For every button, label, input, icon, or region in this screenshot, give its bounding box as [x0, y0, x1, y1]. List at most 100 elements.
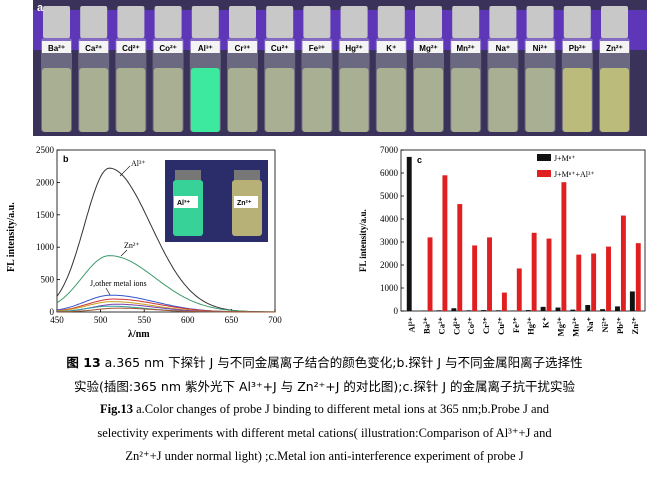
vial-label: Mn²⁺	[456, 44, 474, 53]
vial: Cu²⁺	[264, 6, 296, 132]
panel-b-chart: b 450 500 550 600 650 700 0 500 1000 1500 2000 250…	[0, 142, 290, 342]
vial-cap	[415, 6, 442, 38]
inset-cap-left	[175, 170, 201, 180]
vial-cap	[191, 6, 219, 38]
zn-arrow	[120, 249, 128, 257]
y-tick-label: 0	[50, 307, 55, 317]
legend-label-1: J+Mⁿ⁺	[554, 154, 575, 163]
bar	[481, 310, 487, 311]
y-axis-label: FL intensity/a.u.	[6, 202, 17, 272]
vial: Co²⁺	[152, 6, 184, 132]
legend: J+Mⁿ⁺ J+Mⁿ⁺+Al³⁺	[537, 154, 595, 179]
vial-solution	[376, 68, 406, 132]
caption-en-line3: Zn²⁺+J under normal light) ;c.Metal ion …	[125, 449, 524, 463]
bar	[615, 306, 620, 311]
bar-category-label: Mn²⁺	[570, 316, 580, 336]
vial-label: Co²⁺	[159, 44, 177, 53]
bar	[620, 215, 626, 311]
vial-tag	[339, 41, 369, 53]
bar-category-label: Na⁺	[585, 316, 595, 331]
bar	[406, 156, 412, 311]
vial-cap	[43, 6, 70, 38]
bar-y-tick-label: 0	[394, 306, 399, 316]
vial: Mg²⁺	[413, 6, 444, 132]
caption-cn-line1: 图 13 a.365 nm 下探针 J 与不同金属离子结合的颜色变化;b.探针 …	[0, 352, 649, 371]
bar	[585, 305, 591, 311]
bar-category-label: Fe³⁺	[511, 316, 521, 333]
vial: Ca²⁺	[78, 6, 110, 132]
vial: Zn²⁺	[599, 6, 630, 132]
bar-y-axis-label: FL intensity/a.u.	[358, 209, 368, 272]
bar	[540, 306, 546, 311]
vial-label: Hg²⁺	[345, 44, 363, 53]
vial-cap	[117, 6, 145, 38]
caption-cn-text1: a.365 nm 下探针 J 与不同金属离子结合的颜色变化;b.探针 J 与不同…	[104, 355, 583, 370]
vial-cap	[563, 6, 591, 38]
vial-tag	[79, 41, 109, 53]
bar-category-label: Ni²⁺	[600, 316, 610, 332]
caption-en-line1: Fig.13 a.Color changes of probe J bindin…	[0, 402, 649, 417]
bar	[531, 232, 537, 311]
bar	[442, 175, 448, 311]
y-tick-label: 1000	[36, 242, 55, 252]
bar	[466, 310, 472, 311]
bar-y-tick-label: 6000	[380, 168, 399, 178]
vial-label: K⁺	[386, 44, 396, 53]
vial-tag	[42, 41, 71, 53]
al-arrow	[119, 165, 131, 177]
x-tick-label: 600	[181, 315, 195, 325]
vial-solution	[228, 68, 257, 132]
vial: Ni²⁺	[524, 6, 556, 132]
spectra-chart: b 450 500 550 600 650 700 0 500 1000 1500 2000 250…	[6, 145, 282, 340]
vial-cap	[340, 6, 368, 38]
spectrum-curve	[56, 255, 275, 313]
bar-category-label: Ca²⁺	[436, 317, 446, 335]
vial: K⁺	[375, 6, 407, 132]
zn-annotation: Zn²⁺	[124, 241, 140, 250]
panel-c-chart: c 0 1000 2000 3000 4000 5000 6000 7000 Al³⁺ Ba²⁺…	[354, 142, 649, 342]
legend-swatch-red	[537, 170, 551, 177]
bar-plot-frame	[400, 149, 646, 312]
panel-a-label: a	[37, 2, 44, 14]
bar-category-label: Al³⁺	[407, 316, 417, 332]
bar	[516, 268, 522, 311]
vial-cap	[452, 6, 480, 38]
caption-en-fig-number: Fig.13	[100, 402, 133, 416]
vial-tag	[562, 41, 592, 53]
vial-cap	[601, 6, 628, 38]
bar	[635, 243, 641, 311]
vial-cap	[266, 6, 294, 38]
vial-cap	[154, 6, 182, 38]
x-tick-label: 500	[94, 315, 108, 325]
bar	[570, 309, 576, 311]
vial-solution	[339, 68, 369, 132]
vial: Pb²⁺	[561, 6, 593, 132]
vial-cap	[377, 6, 405, 38]
vial-solution	[42, 68, 71, 132]
vial-cap	[489, 6, 517, 38]
caption-cn-line2: 实验(插图:365 nm 紫外光下 Al³⁺+J 与 Zn²⁺+J 的对比图);…	[73, 379, 575, 394]
vial-solution	[488, 68, 518, 132]
x-tick-label: 550	[137, 315, 151, 325]
bar	[561, 182, 567, 311]
vial: Mn²⁺	[450, 6, 482, 132]
legend-label-2: J+Mⁿ⁺+Al³⁺	[554, 170, 595, 179]
caption-en-line2: selectivity experiments with different m…	[97, 426, 552, 440]
x-tick-label: 450	[50, 315, 64, 325]
vial-tag	[153, 41, 183, 53]
vial-tag	[525, 41, 555, 53]
bar	[472, 245, 478, 311]
vial-tag	[265, 41, 295, 53]
vial-solution	[451, 68, 481, 132]
panel-a-photo: Ba²⁺ Ca²⁺ Cd²⁺ Co²⁺ Al³⁺ Cr³⁺ Cu²⁺ Fe³⁺ Hg²⁺ K⁺ Mg…	[33, 0, 647, 136]
bar	[606, 246, 611, 311]
vial-tag	[414, 41, 443, 53]
bar-category-label: Co²⁺	[466, 317, 476, 335]
vial-solution	[265, 68, 295, 132]
bar-category-label: Pb²⁺	[615, 317, 625, 334]
vial-tag	[451, 41, 481, 53]
x-tick-label: 700	[268, 315, 282, 325]
vial-solution	[79, 68, 109, 132]
vial-tag	[600, 41, 629, 53]
inset-label-zn: Zn²⁺	[237, 200, 252, 207]
